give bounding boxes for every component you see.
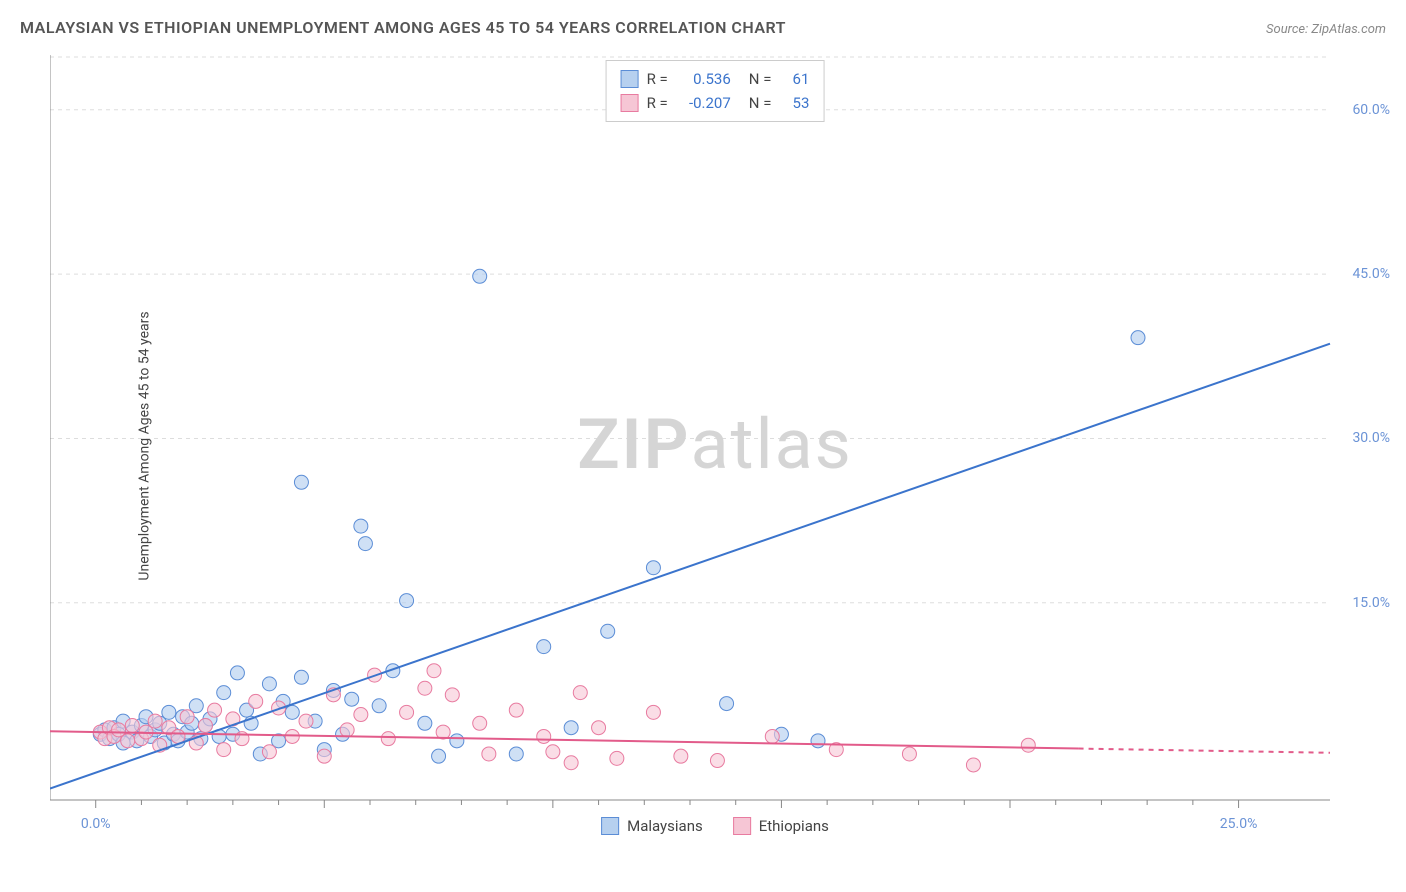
data-point xyxy=(564,721,578,735)
y-tick-label: 60.0% xyxy=(1352,102,1390,118)
y-tick-label: 30.0% xyxy=(1352,430,1390,446)
data-point xyxy=(125,719,139,733)
legend-series-label: Ethiopians xyxy=(759,817,829,835)
legend-series-item: Ethiopians xyxy=(733,817,829,835)
data-point xyxy=(418,716,432,730)
data-point xyxy=(162,705,176,719)
legend-correlation-row: R = 0.536 N = 61 xyxy=(621,67,810,91)
data-point xyxy=(121,734,135,748)
data-point xyxy=(358,537,372,551)
chart-area: ZIPatlas R =0.536N =61R =-0.207N =53 15.… xyxy=(50,55,1380,835)
y-tick-label: 15.0% xyxy=(1352,595,1390,611)
data-point xyxy=(646,705,660,719)
data-point xyxy=(148,714,162,728)
data-point xyxy=(646,561,660,575)
data-point xyxy=(400,705,414,719)
data-point xyxy=(450,734,464,748)
data-point xyxy=(1021,738,1035,752)
data-point xyxy=(509,703,523,717)
data-point xyxy=(381,732,395,746)
n-value: 53 xyxy=(779,91,809,115)
n-value: 61 xyxy=(779,67,809,91)
legend-series: Malaysians Ethiopians xyxy=(601,817,829,835)
data-point xyxy=(400,594,414,608)
data-point xyxy=(592,721,606,735)
data-point xyxy=(564,756,578,770)
data-point xyxy=(262,677,276,691)
data-point xyxy=(546,745,560,759)
y-tick-label: 45.0% xyxy=(1352,266,1390,282)
chart-title: MALAYSIAN VS ETHIOPIAN UNEMPLOYMENT AMON… xyxy=(20,18,786,37)
data-point xyxy=(610,751,624,765)
legend-correlation: R = 0.536 N = 61 R = -0.207 N = 53 xyxy=(606,60,825,122)
x-tick-label: 0.0% xyxy=(81,816,111,832)
data-point xyxy=(902,747,916,761)
data-point xyxy=(294,670,308,684)
legend-swatch xyxy=(601,817,619,835)
data-point xyxy=(482,747,496,761)
data-point xyxy=(537,729,551,743)
data-point xyxy=(674,749,688,763)
trend-line xyxy=(50,344,1330,789)
data-point xyxy=(765,729,779,743)
legend-correlation-row: R = -0.207 N = 53 xyxy=(621,91,810,115)
data-point xyxy=(720,697,734,711)
scatter-plot xyxy=(50,55,1380,835)
data-point xyxy=(180,710,194,724)
data-point xyxy=(811,734,825,748)
data-point xyxy=(217,686,231,700)
r-value: -0.207 xyxy=(676,91,731,115)
data-point xyxy=(573,686,587,700)
data-point xyxy=(208,703,222,717)
x-tick-label: 25.0% xyxy=(1220,816,1258,832)
data-point xyxy=(198,719,212,733)
data-point xyxy=(427,664,441,678)
legend-series-label: Malaysians xyxy=(627,817,703,835)
r-label: R = xyxy=(647,91,668,115)
data-point xyxy=(262,745,276,759)
legend-series-item: Malaysians xyxy=(601,817,703,835)
source-label: Source: ZipAtlas.com xyxy=(1266,22,1386,37)
data-point xyxy=(285,705,299,719)
data-point xyxy=(445,688,459,702)
data-point xyxy=(230,666,244,680)
data-point xyxy=(354,519,368,533)
data-point xyxy=(372,699,386,713)
legend-swatch xyxy=(621,70,639,88)
data-point xyxy=(418,681,432,695)
data-point xyxy=(473,269,487,283)
data-point xyxy=(966,758,980,772)
data-point xyxy=(317,749,331,763)
data-point xyxy=(217,743,231,757)
data-point xyxy=(601,624,615,638)
r-label: R = xyxy=(647,67,668,91)
trend-line-extrapolated xyxy=(1079,749,1330,753)
data-point xyxy=(710,754,724,768)
data-point xyxy=(432,749,446,763)
n-label: N = xyxy=(749,67,772,91)
data-point xyxy=(1131,331,1145,345)
data-point xyxy=(299,714,313,728)
data-point xyxy=(345,692,359,706)
data-point xyxy=(294,475,308,489)
data-point xyxy=(340,723,354,737)
legend-swatch xyxy=(621,94,639,112)
r-value: 0.536 xyxy=(676,67,731,91)
data-point xyxy=(354,708,368,722)
data-point xyxy=(285,729,299,743)
data-point xyxy=(537,640,551,654)
data-point xyxy=(509,747,523,761)
n-label: N = xyxy=(749,91,772,115)
data-point xyxy=(473,716,487,730)
data-point xyxy=(249,694,263,708)
legend-swatch xyxy=(733,817,751,835)
